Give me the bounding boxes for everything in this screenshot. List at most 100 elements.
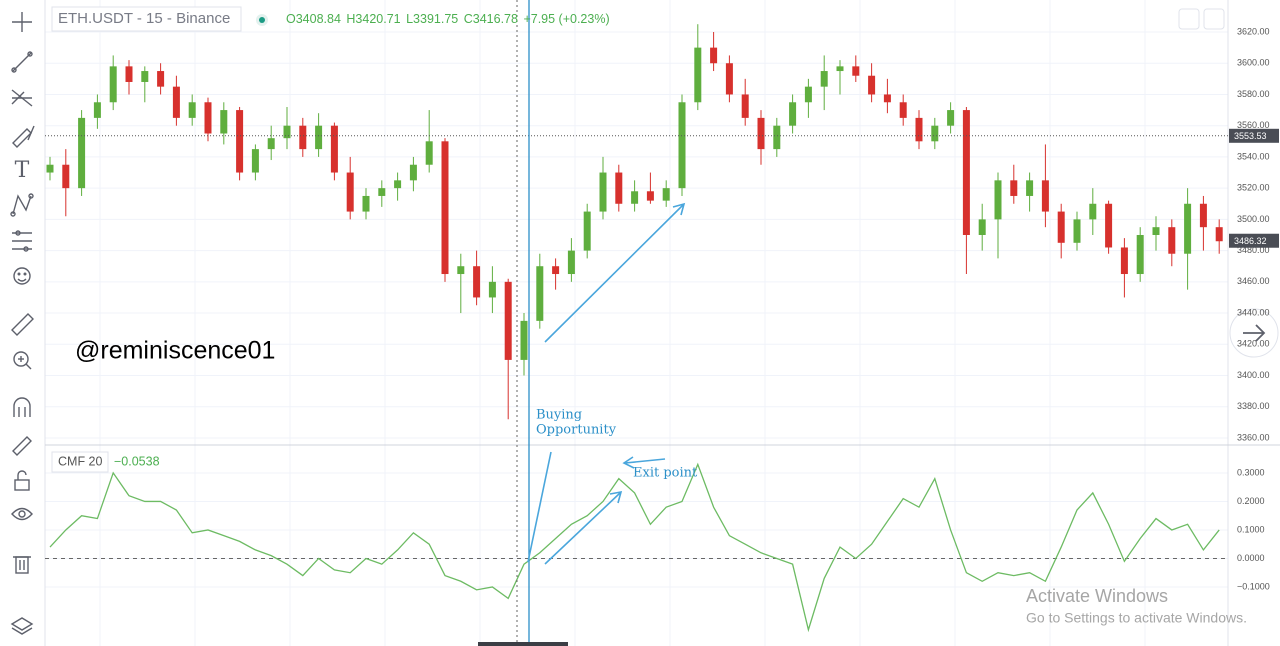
annotation: Exit point — [633, 466, 698, 481]
y-tick-label: 3600.00 — [1237, 58, 1270, 68]
annotation: Buying — [536, 408, 582, 423]
status-dot — [259, 17, 265, 23]
cmf-line — [49, 462, 1220, 633]
candle-body — [1010, 180, 1018, 196]
arrow-icon — [1243, 324, 1266, 342]
watermark-text: @reminiscence01 — [75, 337, 275, 365]
candle-body — [662, 188, 670, 201]
candle-body — [220, 110, 228, 134]
price-label-bg — [1229, 128, 1279, 143]
y-tick-label: 3460.00 — [1237, 276, 1270, 286]
y-tick-label: 3520.00 — [1237, 183, 1270, 193]
y-tick-label: 3620.00 — [1237, 26, 1270, 36]
y-tick-label: 0.2000 — [1237, 496, 1265, 506]
price-label: 3486.32 — [1234, 236, 1267, 246]
candle-body — [62, 164, 70, 189]
candle-body — [978, 219, 986, 235]
candle-body — [520, 320, 528, 360]
candle-body — [125, 66, 133, 82]
candle-body — [346, 172, 354, 212]
candle-body — [172, 86, 180, 118]
candle-body — [1041, 180, 1049, 212]
zoom-tool[interactable] — [13, 351, 32, 370]
candle-body — [394, 180, 402, 189]
ohlc-legend: O3408.84 H3420.71 L3391.75 C3416.78 +7.9… — [286, 12, 610, 26]
candle-body — [646, 191, 654, 201]
candle-body — [757, 117, 765, 150]
remove-tool[interactable] — [13, 556, 31, 574]
candle-body — [315, 125, 323, 150]
symbol-box[interactable] — [51, 6, 242, 32]
y-tick-label: 3560.00 — [1237, 120, 1270, 130]
candle-body — [441, 141, 449, 275]
y-tick-label: 3380.00 — [1237, 401, 1270, 411]
grid — [45, 0, 1228, 646]
candle-body — [425, 141, 433, 165]
y-tick-label: 3540.00 — [1237, 151, 1270, 161]
candle-body — [1199, 203, 1207, 228]
toolbar: T — [0, 0, 46, 646]
candle-body — [899, 102, 907, 118]
candle-body — [409, 164, 417, 181]
arrow — [624, 458, 666, 464]
y-tick-label: 3500.00 — [1237, 214, 1270, 224]
y-tick-label: 3420.00 — [1237, 339, 1270, 349]
layers-tool[interactable] — [10, 617, 34, 635]
lock-tool[interactable] — [14, 470, 30, 491]
scroll-button[interactable] — [1178, 8, 1200, 30]
marks — [45, 24, 1228, 633]
candle-body — [488, 281, 496, 298]
candle-body — [46, 164, 54, 173]
ruler-tool[interactable] — [11, 313, 34, 336]
crosshair-tool[interactable] — [12, 12, 32, 32]
candle-body — [1120, 247, 1128, 275]
ohlc-high: H3420.71 — [346, 12, 400, 26]
draw-lock-tool[interactable] — [12, 436, 32, 456]
candle-body — [599, 172, 607, 212]
text-tool[interactable]: T — [15, 158, 30, 183]
candle-body — [994, 180, 1002, 220]
candle-body — [299, 125, 307, 150]
y-tick-label: 3400.00 — [1237, 370, 1270, 380]
indicator-box[interactable] — [51, 451, 109, 473]
candle-body — [251, 149, 259, 173]
candle-body — [1073, 219, 1081, 243]
candle-body — [536, 266, 544, 321]
price-label-bg — [1229, 233, 1279, 248]
indicator-value: −0.0538 — [114, 454, 160, 468]
maximize-button[interactable] — [1203, 8, 1225, 30]
fib-tool[interactable] — [11, 89, 33, 107]
y-tick-label: 3440.00 — [1237, 307, 1270, 317]
trendline-tool[interactable] — [11, 51, 33, 73]
ohlc-open: O3408.84 — [286, 12, 341, 26]
y-tick-label: 3580.00 — [1237, 89, 1270, 99]
candle-body — [93, 102, 101, 118]
candle-body — [1215, 227, 1223, 242]
arrows — [527, 202, 686, 565]
candle-body — [267, 138, 275, 150]
candle-body — [1057, 211, 1065, 243]
y-tick-label: 0.0000 — [1237, 553, 1265, 563]
candle-body — [694, 47, 702, 103]
candle-body — [947, 110, 955, 126]
candle-body — [157, 71, 165, 87]
brush-tool[interactable] — [12, 125, 35, 148]
candle-body — [141, 71, 149, 82]
candle-body — [457, 266, 465, 275]
y-tick-label: 0.1000 — [1237, 524, 1265, 534]
candle-body — [236, 110, 244, 173]
icon-tool[interactable] — [13, 267, 31, 285]
prediction-tool[interactable] — [12, 230, 32, 252]
magnet-tool[interactable] — [13, 397, 31, 417]
candle-body — [473, 266, 481, 298]
candle-body — [820, 71, 828, 87]
candle-body — [741, 94, 749, 118]
pattern-tool[interactable] — [10, 193, 34, 217]
indicator-title: CMF 20 — [58, 454, 103, 468]
candle-body — [1136, 234, 1144, 275]
candle-body — [78, 117, 86, 189]
arrow — [544, 492, 621, 565]
visibility-tool[interactable] — [11, 507, 33, 521]
candle-body — [836, 66, 844, 72]
